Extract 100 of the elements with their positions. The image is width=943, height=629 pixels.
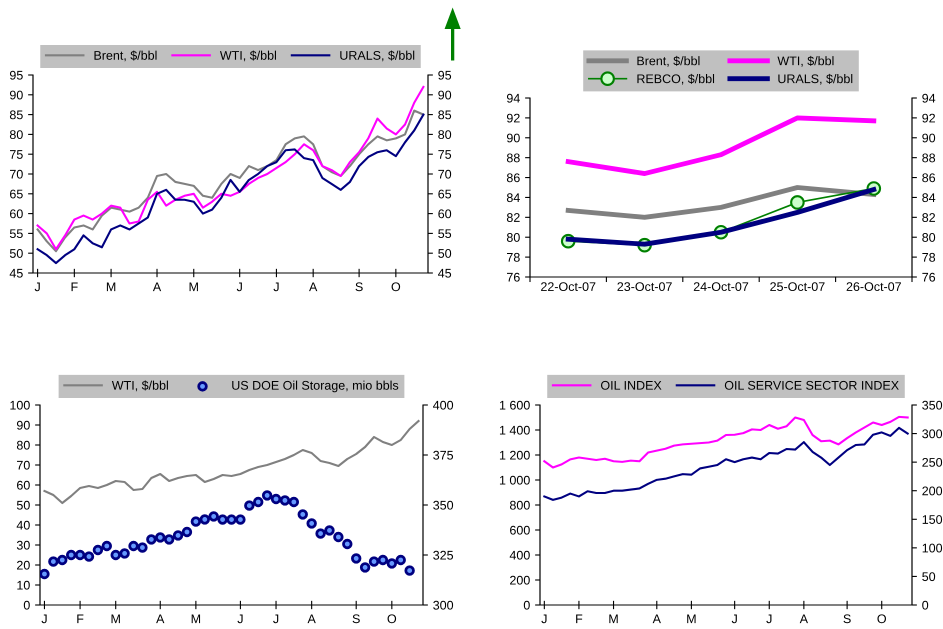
y-tick-label: 88	[506, 153, 520, 162]
y2-tick-label: 60	[438, 209, 452, 218]
y-tick-label: 1 400	[500, 426, 530, 435]
point	[110, 550, 121, 560]
point	[244, 500, 255, 511]
y-tick-label: 50	[10, 249, 23, 258]
point	[208, 511, 219, 522]
y2-tick-label: 350	[922, 400, 942, 410]
x-tick-label: O	[388, 614, 396, 624]
point	[378, 554, 388, 566]
point	[306, 518, 317, 529]
y-tick-label: 600	[510, 526, 530, 535]
y-tick-label: 10	[17, 580, 30, 590]
point	[368, 556, 380, 567]
point	[164, 534, 174, 545]
y-tick-label: 65	[10, 190, 23, 198]
y-tick-label: 1 600	[500, 400, 530, 410]
point	[137, 542, 148, 553]
y2-tick-label: 92	[922, 114, 935, 123]
y2-tick-label: 90	[438, 90, 452, 100]
point	[386, 558, 398, 569]
x-tick-label: M	[190, 282, 198, 292]
legend-label: URALS, $/bbl	[778, 74, 852, 85]
legend-label: Brent, $/bbl	[637, 56, 700, 67]
x-tick-label: J	[273, 614, 278, 624]
y2-tick-label: 100	[922, 544, 942, 553]
y-tick-label: 45	[10, 268, 23, 278]
x-tick-label: A	[156, 614, 164, 624]
line-series	[43, 420, 420, 504]
line-series	[566, 115, 876, 176]
y2-tick-label: 0	[922, 600, 928, 610]
point	[324, 525, 335, 536]
y2-tick-label: 375	[433, 450, 454, 460]
legend-label: OIL INDEX	[601, 380, 662, 390]
x-tick-label: M	[192, 614, 200, 624]
x-tick-label: A	[308, 614, 316, 624]
y2-tick-label: 86	[922, 173, 936, 182]
point	[119, 548, 130, 559]
point	[102, 540, 112, 552]
y-tick-label: 90	[16, 420, 30, 430]
y-tick-label: 40	[16, 520, 30, 530]
x-tick-label: A	[309, 282, 318, 292]
point	[262, 490, 272, 501]
y2-tick-label: 300	[433, 600, 454, 610]
x-tick-label: 25-Oct-07	[770, 282, 825, 292]
x-tick-label: M	[687, 614, 696, 624]
y-tick-label: 95	[10, 70, 23, 80]
point	[280, 495, 290, 506]
y-tick-label: 0	[24, 600, 30, 610]
y2-tick-label: 88	[922, 153, 936, 162]
point	[200, 514, 210, 525]
point	[92, 544, 104, 556]
y2-tick-label: 45	[438, 268, 452, 278]
x-tick-label: F	[72, 282, 78, 292]
legend-label: US DOE Oil Storage, mio bbls	[232, 380, 398, 392]
x-tick-label: J	[766, 614, 772, 624]
x-tick-label: J	[732, 614, 737, 624]
y2-tick-label: 65	[438, 190, 452, 198]
x-tick-label: J	[42, 614, 47, 624]
legend-label: OIL SERVICE SECTOR INDEX	[724, 380, 899, 390]
y2-tick-label: 76	[922, 272, 936, 282]
y-tick-label: 50	[16, 500, 30, 510]
y-tick-label: 60	[17, 480, 30, 490]
y2-tick-label: 325	[433, 550, 454, 560]
x-tick-label: M	[106, 282, 116, 292]
line-series	[36, 86, 424, 250]
y-tick-label: 86	[506, 173, 520, 182]
y-tick-label: 78	[507, 252, 520, 262]
line-series	[543, 426, 909, 501]
y-tick-label: 400	[510, 550, 530, 560]
point	[253, 496, 264, 508]
y2-tick-label: 150	[922, 515, 942, 524]
y-tick-label: 1 200	[500, 450, 530, 460]
x-tick-label: J	[237, 614, 243, 624]
point	[48, 556, 59, 567]
point	[235, 514, 246, 525]
y2-tick-label: 85	[438, 110, 452, 120]
point	[84, 551, 94, 562]
y-tick-label: 90	[506, 134, 520, 142]
x-tick-label: O	[392, 282, 400, 292]
point	[40, 568, 50, 580]
y-tick-label: 200	[510, 576, 530, 585]
x-tick-label: 23-Oct-07	[617, 282, 672, 292]
y-tick-label: 0	[524, 600, 530, 610]
y-tick-label: 94	[506, 94, 520, 103]
point	[790, 195, 805, 210]
legend-label: URALS, $/bbl	[340, 50, 414, 62]
point	[315, 528, 326, 539]
point	[360, 562, 370, 573]
y2-tick-label: 82	[922, 213, 935, 222]
line-series	[543, 416, 909, 469]
x-tick-label: O	[877, 614, 886, 624]
y-tick-label: 30	[16, 540, 30, 550]
x-tick-label: S	[352, 614, 360, 624]
legend-label: WTI, $/bbl	[777, 56, 834, 67]
y-tick-label: 800	[510, 500, 530, 510]
point	[155, 532, 166, 543]
y2-tick-label: 95	[438, 70, 452, 80]
point	[342, 538, 352, 550]
y2-tick-label: 50	[922, 572, 936, 582]
